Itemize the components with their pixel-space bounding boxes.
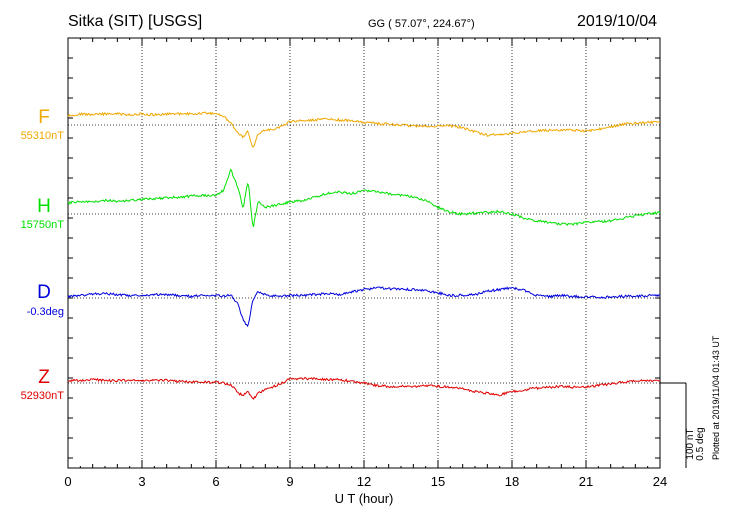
component-label-f: F [38,107,50,128]
x-tick-label: 15 [431,474,445,489]
component-label-d: D [37,282,51,303]
x-tick-label: 12 [357,474,371,489]
x-tick-label: 21 [579,474,593,489]
component-label-z: Z [38,367,50,388]
x-axis-label: U T (hour) [335,491,394,506]
series-line-f [67,111,661,148]
scale-bar: 100 nT 0.5 deg [660,382,706,468]
baseline-value-z: 52930nT [20,390,64,402]
plot-frame [67,37,661,469]
series-line-d [67,286,660,328]
station-coordinates: GG ( 57.07°, 224.67°) [368,18,475,30]
series-lines [67,111,661,400]
x-tick-label: 24 [653,474,667,489]
x-tick-label: 18 [505,474,519,489]
series-line-z [67,377,661,400]
scale-label-deg: 0.5 deg [695,427,706,460]
x-tick-label: 6 [212,474,219,489]
scale-label-nt: 100 nT [685,428,696,459]
baseline-value-h: 15750nT [20,219,64,231]
x-tick-label: 9 [286,474,293,489]
series-line-h [67,168,661,227]
x-tick-label: 3 [138,474,145,489]
grid [141,38,587,468]
chart-date: 2019/10/04 [577,13,658,30]
baseline-value-d: -0.3deg [26,306,64,318]
component-label-h: H [37,196,51,217]
station-title: Sitka (SIT) [USGS] [68,13,203,30]
axis-ticks: 0 3 6 9 12 15 18 21 24 [64,38,667,489]
baseline-value-f: 55310nT [20,130,64,142]
x-tick-label: 0 [64,474,71,489]
